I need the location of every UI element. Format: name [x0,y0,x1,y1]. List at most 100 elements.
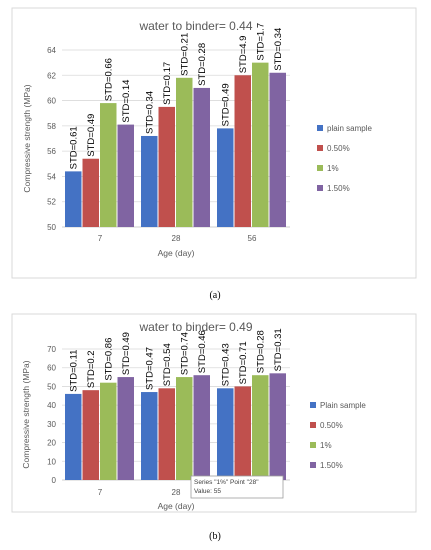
legend-label: plain sample [327,124,372,133]
data-label: STD=0.46 [197,330,208,373]
bar [252,375,269,480]
legend-label: 1.50% [327,184,350,193]
data-label: STD=1.7 [256,23,267,61]
legend-swatch [317,165,323,171]
y-tick-label: 50 [47,223,56,232]
y-tick-label: 54 [47,172,56,181]
data-label: STD=0.74 [180,332,191,375]
x-tick-label: 7 [98,234,103,243]
legend-swatch [310,462,316,468]
bar [100,382,117,480]
data-label: STD=0.34 [145,91,156,134]
bar [217,388,234,480]
y-tick-label: 50 [47,382,56,391]
legend-label: 1% [320,441,332,450]
x-tick-label: 28 [172,488,181,497]
chart-title: water to binder= 0.49 [138,320,252,334]
bar [176,77,193,227]
legend-swatch [310,442,316,448]
data-label: STD=0.2 [86,350,97,388]
data-label: STD=0.28 [197,43,208,86]
bar [158,388,175,480]
tooltip-line-2: Value: 55 [194,488,221,495]
legend-label: 0.50% [327,144,350,153]
data-label: STD=0.43 [221,343,232,386]
data-label: STD=0.66 [104,58,115,101]
data-label: STD=0.11 [69,350,80,392]
bar [252,62,269,228]
legend-swatch [317,185,323,191]
data-label: STD=0.34 [273,28,284,71]
bar [269,373,286,480]
data-label: STD=0.47 [145,347,156,390]
data-label: STD=0.49 [86,114,97,157]
bar [100,103,117,227]
y-tick-label: 62 [47,71,56,80]
x-tick-label: 7 [98,488,103,497]
bar [269,72,286,227]
legend-label: 0.50% [320,421,343,430]
legend-label: 1% [327,164,339,173]
bar [158,106,175,227]
bar [217,128,234,227]
x-tick-label: 56 [248,234,257,243]
figure-caption: (a) [209,290,220,301]
bar [117,377,134,480]
y-axis-label: Compressive strength (MPa) [22,84,32,192]
y-tick-label: 70 [47,345,56,354]
data-label: STD=0.49 [121,332,132,375]
data-label: STD=4.9 [238,36,249,74]
tooltip-line-1: Series "1%" Point "28" [194,479,259,486]
legend-swatch [310,422,316,428]
y-tick-label: 64 [47,46,56,55]
bar [117,124,134,227]
data-label: STD=0.61 [69,126,80,169]
bar [141,392,158,480]
x-axis-label: Age (day) [158,501,195,511]
data-label: STD=0.86 [104,338,115,381]
y-tick-label: 52 [47,198,56,207]
data-label: STD=0.49 [221,83,232,126]
bar [193,375,210,480]
y-tick-label: 58 [47,122,56,131]
figure-caption: (b) [209,531,221,542]
y-tick-label: 60 [47,97,56,106]
chart-b: 0 10 20 30 40 50 60 70 water to binder= 0.49 Age … [11,313,417,542]
bar [65,393,82,480]
legend-label: 1.50% [320,461,343,470]
tooltip-box [190,475,284,499]
data-label: STD=0.14 [121,80,132,123]
x-tick-label: 28 [172,234,181,243]
y-tick-label: 30 [47,420,56,429]
bar [234,75,251,228]
bar [82,158,99,227]
bar [176,377,193,480]
y-tick-label: 20 [47,439,56,448]
legend-label: Plain sample [320,401,366,410]
y-tick-label: 10 [47,457,56,466]
y-axis-label: Compressive strength (MPa) [21,360,31,468]
bar [193,87,210,227]
chart-frame [11,7,417,279]
legend-swatch [310,402,316,408]
data-label: STD=0.28 [256,330,267,373]
y-tick-label: 60 [47,364,56,373]
data-label: STD=0.71 [238,341,249,384]
legend-swatch [317,145,323,151]
legend-swatch [317,125,323,131]
y-tick-label: 40 [47,401,56,410]
chart-title: water to binder= 0.44 [138,19,252,33]
bar [82,390,99,480]
data-label: STD=0.21 [180,33,191,76]
y-tick-label: 56 [47,147,56,156]
x-axis-label: Age (day) [158,248,195,258]
chart-a: 50 52 54 56 58 60 62 64 water to binder= 0.44 Age… [11,7,417,301]
data-label: STD=0.17 [162,62,173,105]
data-label: STD=0.54 [162,343,173,386]
bar [234,386,251,480]
data-label: STD=0.31 [273,328,284,371]
bar [141,135,158,227]
y-tick-label: 0 [52,476,57,485]
bar [65,171,82,227]
